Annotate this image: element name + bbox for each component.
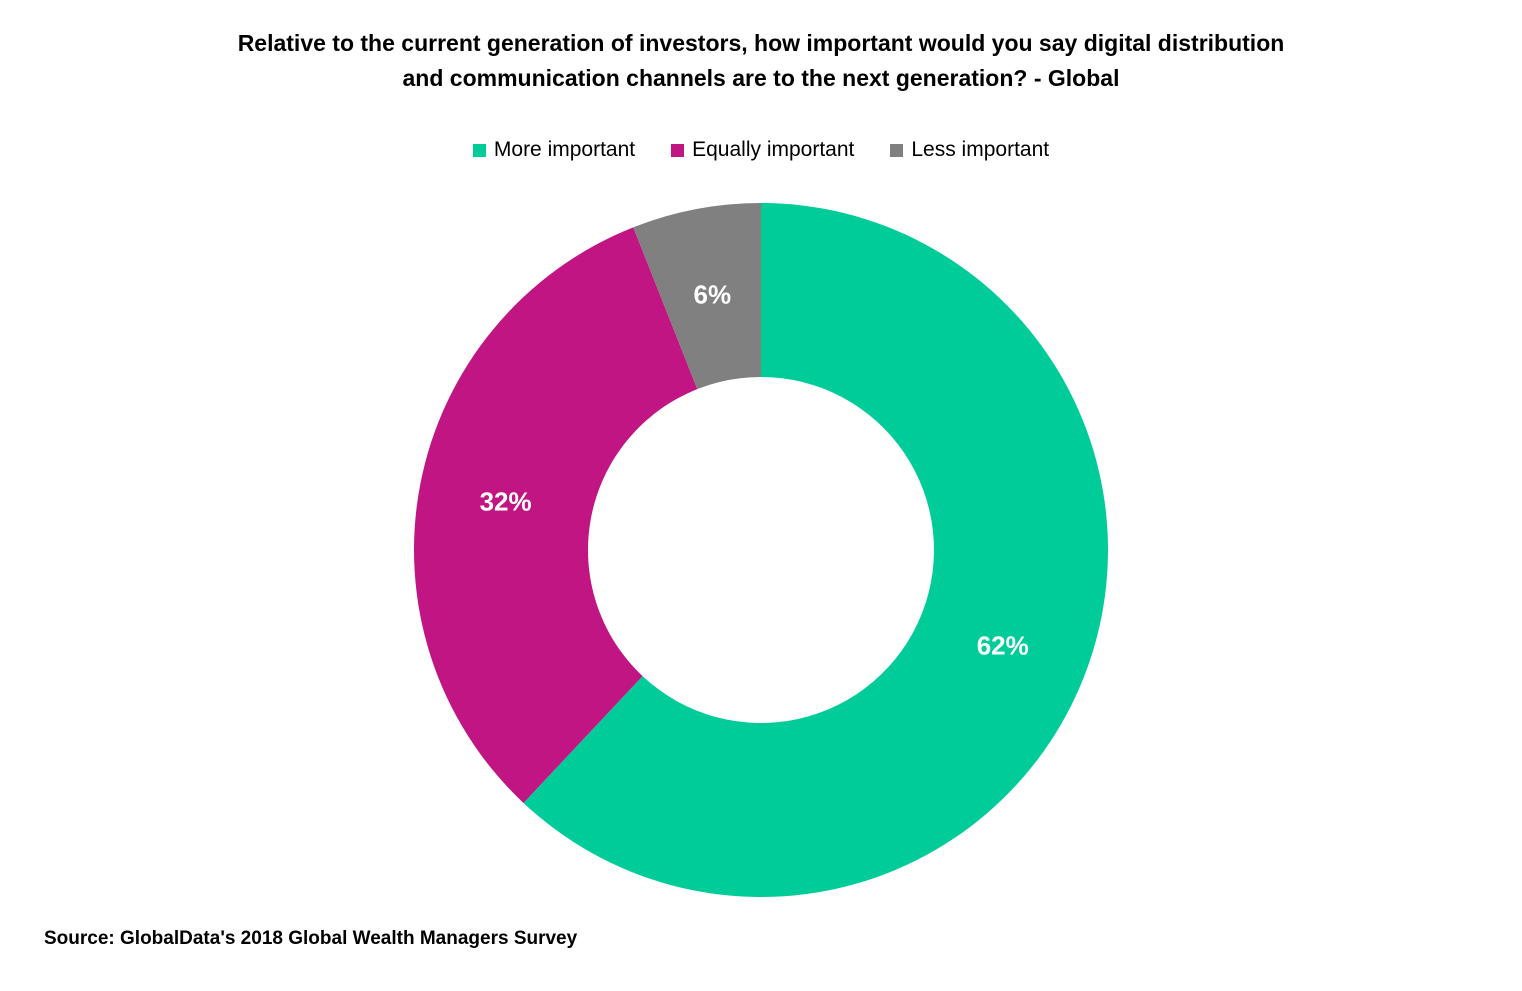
legend-label: Less important xyxy=(911,138,1050,161)
legend-item-more-important: More important xyxy=(472,138,636,162)
legend-swatch xyxy=(890,143,904,157)
legend-label: More important xyxy=(493,138,636,161)
legend-label: Equally important xyxy=(692,138,855,161)
legend: More important Equally important Less im… xyxy=(0,138,1522,162)
source-note: Source: GlobalData's 2018 Global Wealth … xyxy=(44,928,578,949)
legend-swatch xyxy=(472,143,486,157)
chart-title: Relative to the current generation of in… xyxy=(0,26,1522,96)
data-label: 62% xyxy=(977,631,1029,661)
title-line-2: and communication channels are to the ne… xyxy=(402,65,1120,91)
data-label: 32% xyxy=(480,486,532,516)
slice-more-important xyxy=(523,203,1108,898)
title-line-1: Relative to the current generation of in… xyxy=(237,30,1285,56)
data-label: 6% xyxy=(693,280,731,310)
legend-item-equally-important: Equally important xyxy=(671,138,854,162)
slice-less-important xyxy=(633,203,761,390)
legend-item-less-important: Less important xyxy=(890,138,1049,162)
slice-equally-important xyxy=(414,227,698,803)
legend-swatch xyxy=(671,143,685,157)
